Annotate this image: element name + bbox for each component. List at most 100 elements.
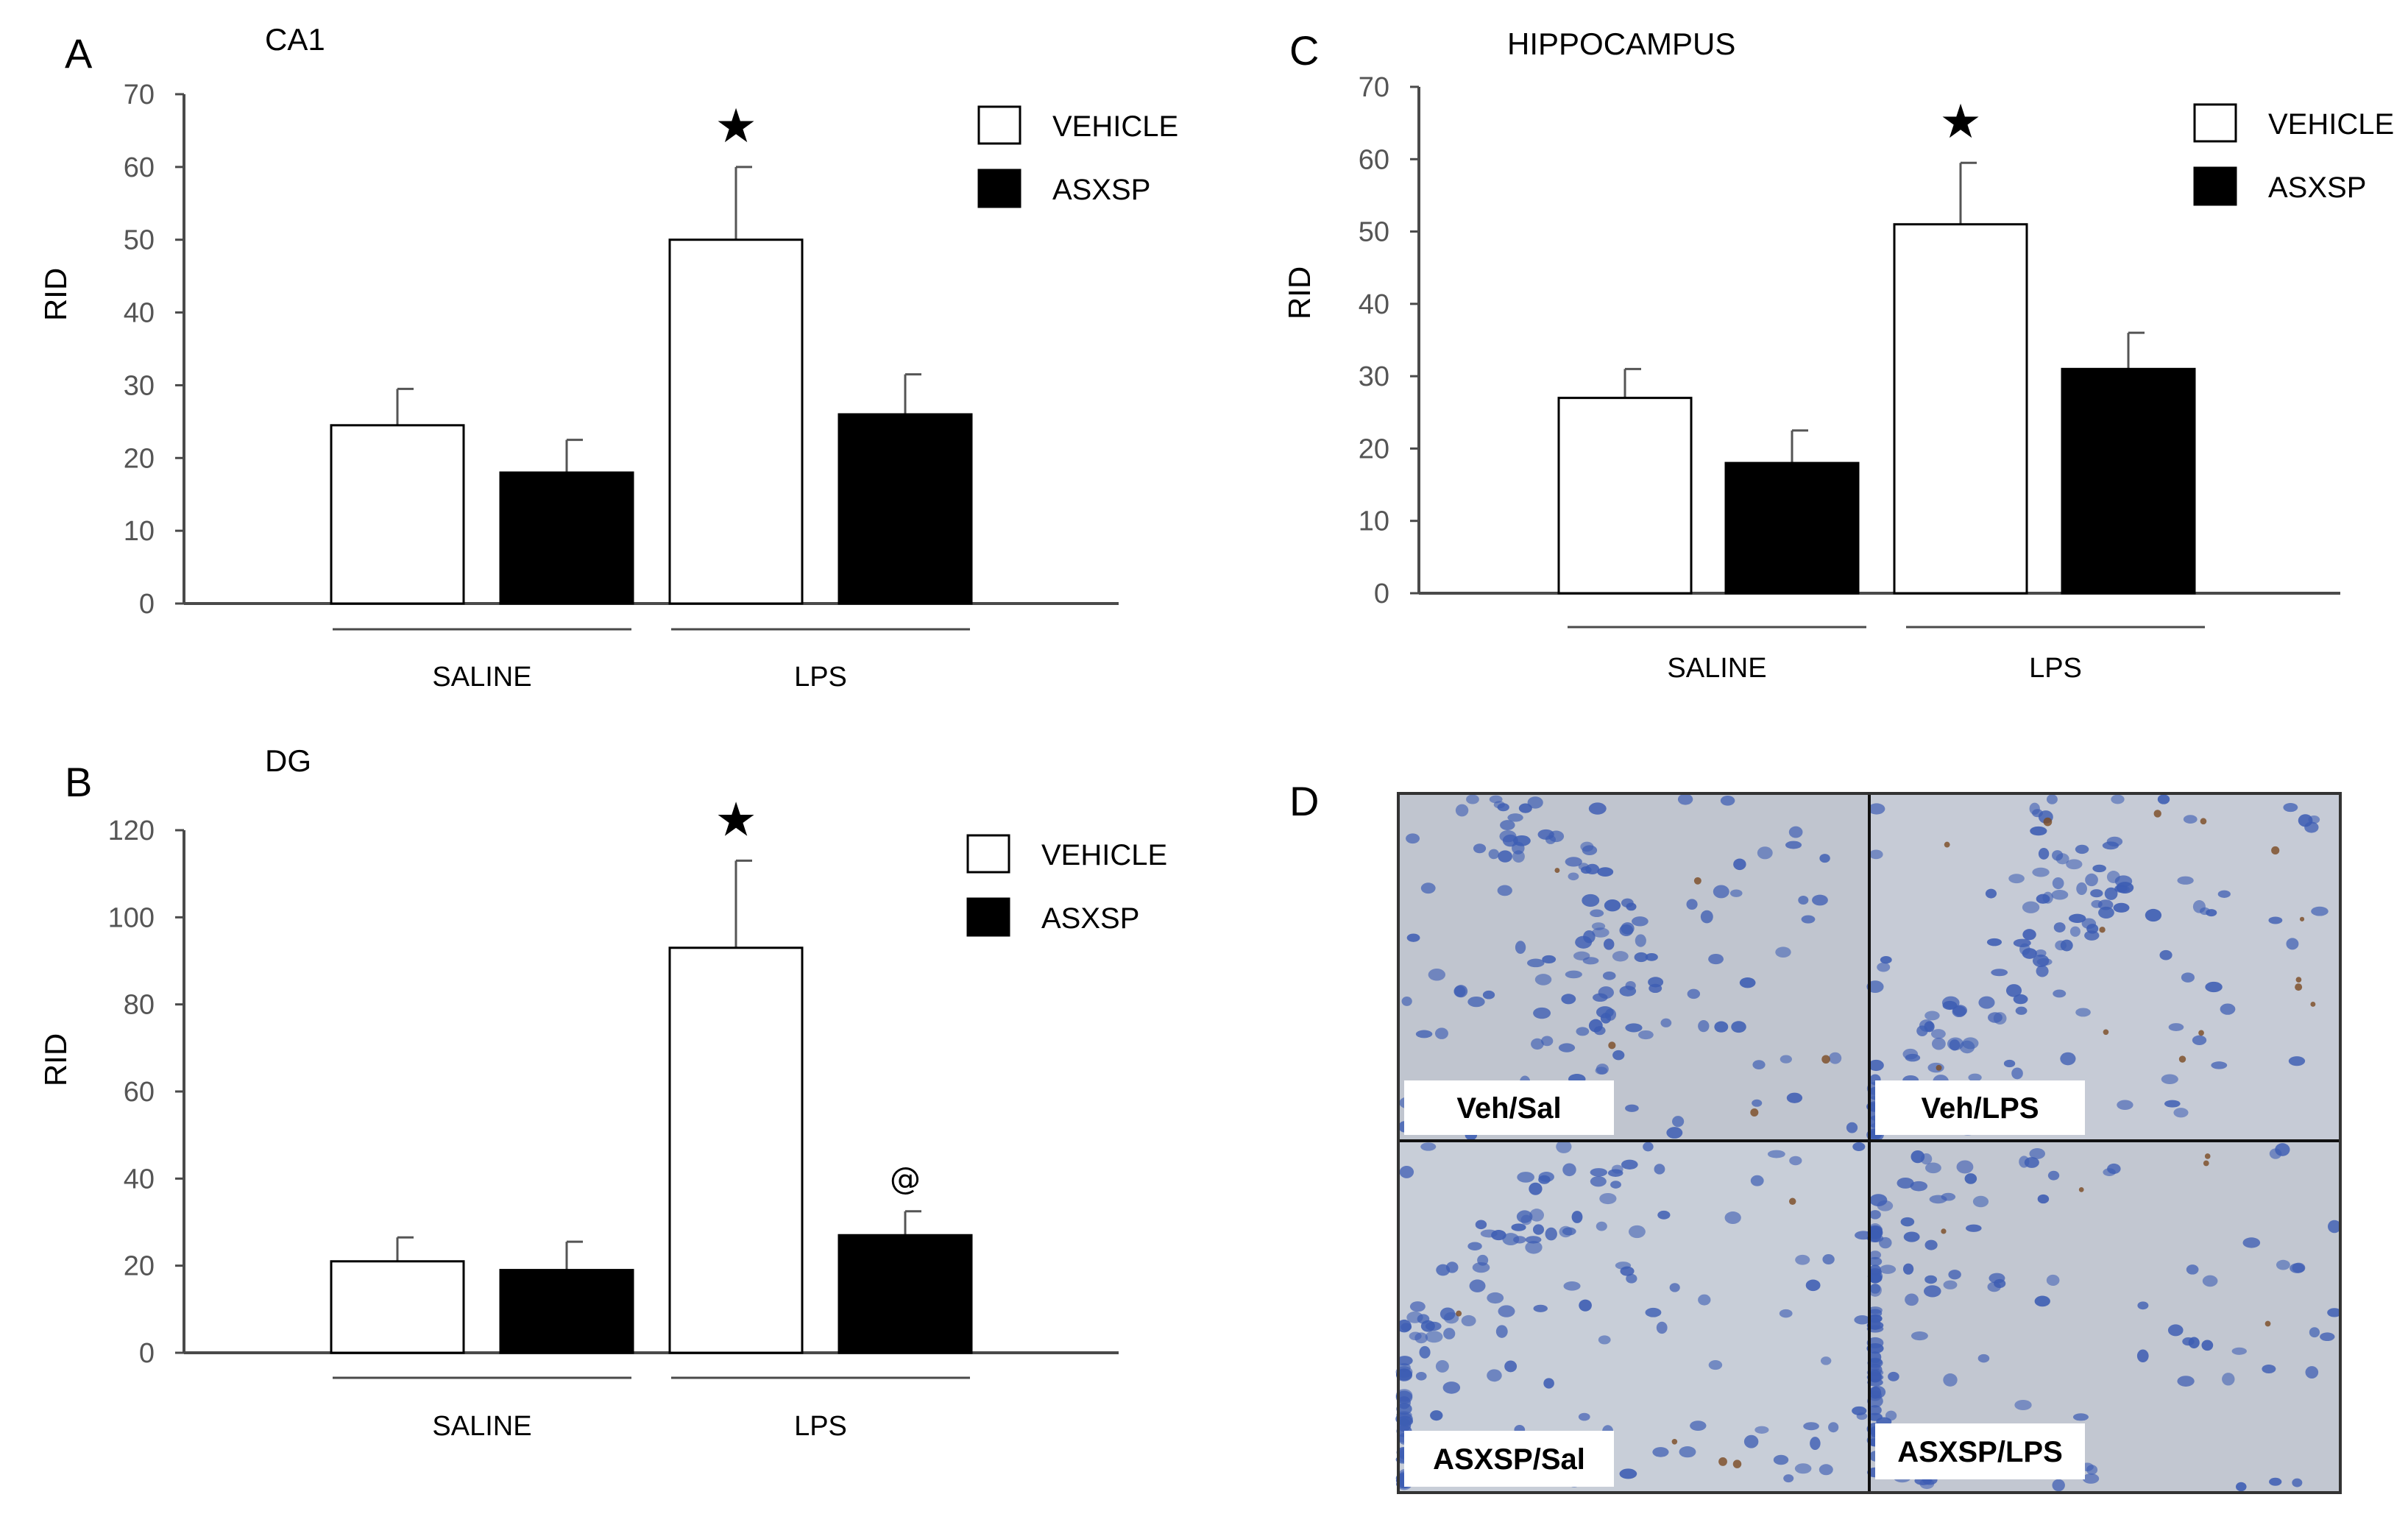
cell-nucleus bbox=[1593, 993, 1608, 1002]
cell-nucleus bbox=[1626, 1273, 1637, 1284]
cell-nucleus bbox=[1733, 858, 1746, 871]
cell-nucleus bbox=[2084, 930, 2100, 941]
cell-nucleus bbox=[1708, 1360, 1723, 1370]
cell-nucleus bbox=[1596, 1221, 1607, 1231]
cell-nucleus bbox=[1867, 1394, 1883, 1408]
cell-nucleus bbox=[1419, 1345, 1431, 1359]
chart-panel-b: B DG RID 0 20 40 60 80 100 120 ★ @ SALINE LPS VEHICLE A… bbox=[38, 743, 1167, 1442]
cell-nucleus bbox=[2022, 929, 2036, 941]
cell-nucleus bbox=[2242, 1237, 2261, 1248]
cell-nucleus bbox=[2113, 902, 2130, 913]
cell-nucleus bbox=[1454, 985, 1468, 998]
cell-nucleus bbox=[2202, 1275, 2218, 1287]
cell-nucleus bbox=[1866, 1342, 1884, 1354]
cell-nucleus bbox=[2327, 1308, 2342, 1317]
cell-nucleus bbox=[2046, 1274, 2060, 1287]
cell-nucleus bbox=[2117, 1100, 2133, 1110]
cell-nucleus bbox=[1869, 1284, 1881, 1294]
cell-nucleus bbox=[1409, 1301, 1426, 1312]
cell-nucleus bbox=[2085, 873, 2098, 887]
cell-nucleus bbox=[2013, 994, 2028, 1005]
cell-nucleus bbox=[2177, 1376, 2195, 1387]
cell-nucleus bbox=[1620, 1266, 1635, 1276]
cell-nucleus bbox=[1966, 1224, 1982, 1232]
cell-nucleus bbox=[2269, 1148, 2282, 1159]
cell-nucleus bbox=[2005, 984, 2022, 997]
cell-nucleus bbox=[2104, 887, 2118, 900]
micrograph-label: ASXSP/LPS bbox=[1897, 1436, 2063, 1468]
cell-nucleus bbox=[1558, 1043, 1576, 1052]
cell-nucleus bbox=[1395, 1368, 1413, 1381]
cell-nucleus bbox=[2286, 938, 2299, 950]
cell-nucleus bbox=[1415, 1371, 1427, 1381]
cell-nucleus bbox=[2206, 909, 2217, 917]
cell-nucleus bbox=[1487, 1292, 1504, 1304]
cell-nucleus bbox=[1443, 1312, 1459, 1324]
bar-saline-asxsp bbox=[1724, 461, 1860, 595]
micrograph-panel-d: D Veh/Sal Veh/LPS ASXSP/Sal ASXSP/LPS bbox=[1289, 778, 2342, 1494]
bar-lps-asxsp bbox=[838, 1234, 973, 1354]
cell-nucleus bbox=[1466, 794, 1479, 804]
cell-nucleus bbox=[1686, 899, 1698, 910]
cell-nucleus bbox=[2305, 1366, 2319, 1379]
cell-nucleus bbox=[1582, 845, 1598, 856]
cell-nucleus bbox=[1493, 801, 1505, 809]
cell-nucleus bbox=[1903, 1231, 1920, 1242]
cell-nucleus bbox=[1690, 1420, 1707, 1432]
cell-nucleus bbox=[1512, 841, 1525, 855]
cell-nucleus bbox=[2217, 890, 2231, 898]
cell-nucleus bbox=[1866, 980, 1884, 994]
cell-nucleus bbox=[1879, 1236, 1892, 1249]
cell-nucleus bbox=[1543, 1378, 1554, 1389]
cell-nucleus bbox=[1687, 988, 1701, 999]
chart-title: DG bbox=[265, 743, 311, 778]
dab-stain-spot bbox=[1936, 1064, 1942, 1071]
cell-nucleus bbox=[1571, 1211, 1583, 1223]
cell-nucleus bbox=[1643, 1142, 1654, 1152]
micrograph-label-box bbox=[1404, 1431, 1614, 1487]
cell-nucleus bbox=[2102, 841, 2120, 850]
cell-nucleus bbox=[2090, 889, 2103, 898]
cell-nucleus bbox=[1888, 1371, 1899, 1381]
cell-nucleus bbox=[1669, 1283, 1680, 1292]
cell-nucleus bbox=[1854, 1315, 1871, 1325]
cell-nucleus bbox=[1635, 934, 1646, 947]
cell-nucleus bbox=[1943, 1373, 1958, 1387]
y-tick-label: 120 bbox=[108, 815, 155, 846]
cell-nucleus bbox=[2072, 1413, 2089, 1421]
cell-nucleus bbox=[1905, 1293, 1919, 1306]
cell-nucleus bbox=[1708, 953, 1724, 965]
cell-nucleus bbox=[1625, 1023, 1643, 1033]
cell-nucleus bbox=[1869, 1317, 1881, 1330]
cell-nucleus bbox=[2164, 1100, 2181, 1108]
cell-nucleus bbox=[2231, 1347, 2247, 1355]
cell-nucleus bbox=[1794, 1463, 1812, 1474]
cell-nucleus bbox=[2268, 916, 2283, 924]
cell-nucleus bbox=[2159, 949, 2172, 960]
cell-nucleus bbox=[1435, 1360, 1449, 1373]
cell-nucleus bbox=[1657, 1210, 1671, 1220]
cell-nucleus bbox=[1562, 1227, 1576, 1236]
bar-lps-asxsp bbox=[838, 413, 973, 605]
cell-nucleus bbox=[2075, 1008, 2091, 1017]
y-tick-label: 40 bbox=[1359, 289, 1389, 320]
cell-nucleus bbox=[1660, 1018, 1672, 1027]
cell-nucleus bbox=[2269, 1477, 2282, 1486]
cell-nucleus bbox=[1985, 888, 1997, 899]
cell-nucleus bbox=[1534, 974, 1552, 986]
cell-nucleus bbox=[1563, 1281, 1581, 1291]
cell-nucleus bbox=[2136, 1349, 2149, 1363]
cell-nucleus bbox=[1628, 1225, 1646, 1239]
cell-nucleus bbox=[1579, 1299, 1592, 1312]
cell-nucleus bbox=[1810, 1437, 1821, 1451]
cell-nucleus bbox=[1789, 1156, 1802, 1166]
cell-nucleus bbox=[1537, 829, 1554, 840]
panel-letter-c: C bbox=[1289, 27, 1319, 74]
cell-nucleus bbox=[1434, 1027, 1448, 1039]
cell-nucleus bbox=[1442, 1381, 1461, 1394]
cell-nucleus bbox=[1911, 1150, 1925, 1164]
micrograph-label: Veh/Sal bbox=[1456, 1092, 1561, 1125]
cell-nucleus bbox=[1488, 849, 1500, 860]
cell-nucleus bbox=[1780, 1055, 1792, 1064]
